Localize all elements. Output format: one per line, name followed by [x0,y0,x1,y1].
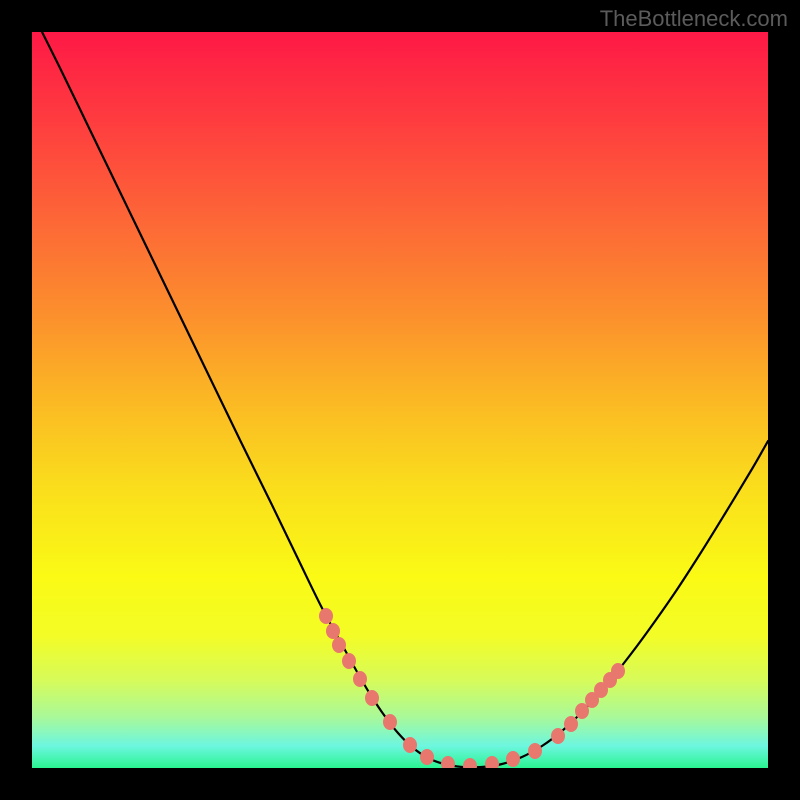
data-dot [463,758,477,774]
bottleneck-chart [0,0,800,800]
data-dot [485,756,499,772]
data-dot [326,623,340,639]
data-dot [365,690,379,706]
data-dot [551,728,565,744]
data-dot [319,608,333,624]
gradient-background [32,32,768,768]
data-dot [528,743,542,759]
data-dot [441,756,455,772]
data-dot [353,671,367,687]
data-dot [420,749,434,765]
data-dot [403,737,417,753]
data-dot [383,714,397,730]
watermark-text: TheBottleneck.com [600,6,788,32]
data-dot [564,716,578,732]
data-dot [332,637,346,653]
data-dot [342,653,356,669]
data-dot [611,663,625,679]
data-dot [506,751,520,767]
